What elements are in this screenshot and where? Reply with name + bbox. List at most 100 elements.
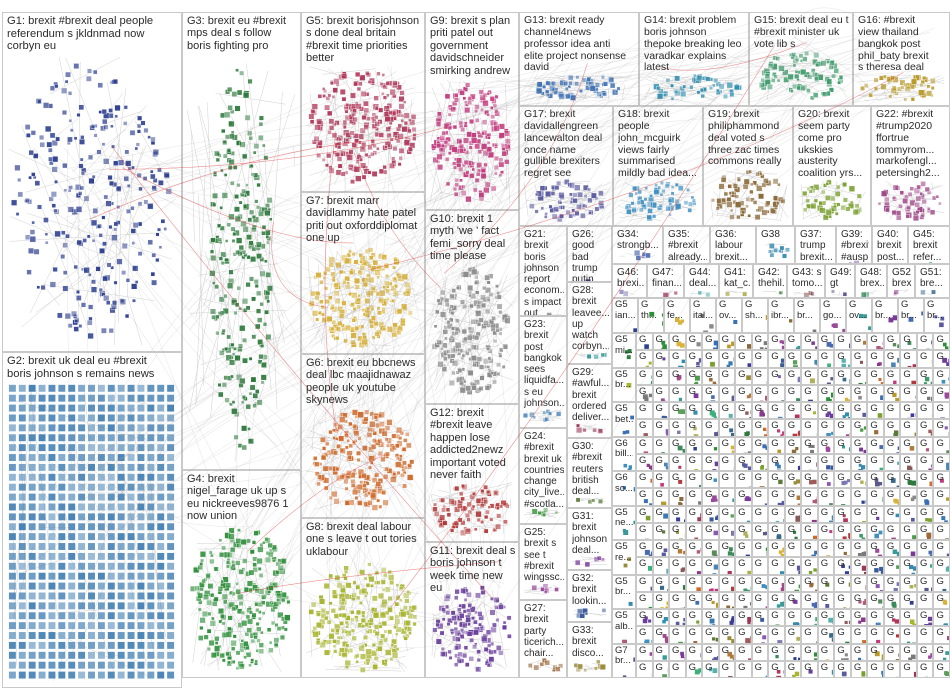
small-cluster: G — [850, 367, 868, 385]
node — [868, 326, 871, 331]
node — [93, 133, 98, 138]
small-cluster-label: G — [853, 352, 862, 363]
node — [67, 91, 73, 96]
node — [44, 240, 49, 245]
cluster-g36-label: G36: labour brexit... — [715, 229, 748, 263]
small-cluster-label: G br... — [797, 300, 813, 321]
small-cluster-label: G — [853, 369, 862, 380]
node — [47, 147, 53, 153]
small-cluster: G — [735, 384, 752, 402]
small-cluster: G5 mi... — [612, 333, 636, 368]
node — [622, 430, 627, 435]
node — [40, 285, 46, 291]
cluster-g47-label: G47: finan... — [652, 267, 681, 290]
edge — [46, 289, 60, 306]
node — [661, 313, 663, 317]
small-cluster: G — [801, 367, 818, 385]
node — [62, 270, 68, 275]
small-cluster: G br... — [924, 298, 950, 333]
node — [83, 195, 90, 202]
node — [54, 230, 61, 238]
node — [69, 128, 74, 133]
node — [913, 348, 916, 350]
small-cluster-label: G — [820, 369, 829, 380]
node — [88, 304, 94, 310]
node — [34, 180, 41, 186]
small-cluster: G5 bet... — [612, 402, 636, 437]
cluster-g21-label: G21: brexit boris johnson report econom.… — [524, 229, 564, 316]
node — [92, 69, 98, 75]
cluster-g10-label: G10: brexit 1 myth 'we ' fact femi_sorry… — [430, 213, 506, 263]
node — [782, 345, 784, 350]
cluster-g52-label: G52 brex... — [892, 267, 912, 290]
node — [814, 360, 817, 365]
small-cluster: G — [801, 384, 818, 402]
small-cluster: G — [768, 367, 785, 385]
node — [49, 132, 56, 139]
small-cluster: G5 alb... — [612, 609, 636, 644]
node — [62, 242, 68, 248]
small-cluster: G — [916, 333, 934, 351]
small-cluster-label: G ital... — [693, 300, 713, 321]
small-cluster-label: G — [738, 369, 746, 380]
small-cluster: G — [768, 333, 785, 351]
node — [106, 300, 111, 305]
node — [650, 383, 652, 384]
node — [86, 234, 91, 239]
cluster-g17-label: G17: brexit davidallengreen lancewalton … — [524, 109, 603, 180]
small-cluster: G — [751, 333, 769, 351]
small-cluster-label: G — [672, 369, 680, 380]
cluster-g31-label: G31: brexit johnson deal... — [572, 511, 608, 556]
small-cluster: G fe... — [664, 298, 690, 333]
small-cluster: G — [817, 350, 835, 368]
small-cluster: G — [784, 384, 802, 402]
node — [808, 399, 814, 401]
node — [80, 302, 87, 308]
cluster-g22-label: G22: #brexit #trump2020 ffortrue tommyro… — [876, 109, 940, 180]
node — [14, 164, 21, 171]
node — [892, 380, 897, 384]
node — [36, 285, 41, 289]
small-cluster-label: G — [721, 352, 730, 363]
small-cluster-label: G5 re... — [615, 542, 632, 563]
node — [61, 110, 67, 116]
node — [68, 119, 73, 123]
small-cluster-label: G — [672, 352, 680, 363]
small-cluster-label: G — [837, 335, 845, 345]
small-cluster: G — [916, 350, 934, 368]
node — [39, 142, 45, 148]
node — [55, 136, 60, 142]
cluster-g29-label: G29: #awful... brexit ordered deliver... — [572, 367, 609, 424]
node — [678, 397, 683, 401]
edge — [21, 256, 105, 328]
cluster-g46-label: G46: brexi... — [617, 267, 644, 290]
node — [766, 380, 768, 384]
cluster-g21: G21: brexit boris johnson report econom.… — [519, 226, 567, 316]
small-cluster-label: G go... — [823, 300, 842, 321]
small-cluster-label: G — [804, 352, 812, 363]
edge — [55, 118, 79, 138]
node — [48, 156, 53, 162]
small-cluster-label: G — [754, 335, 763, 345]
small-cluster: G — [652, 384, 670, 402]
node — [911, 380, 916, 384]
node — [796, 348, 800, 350]
small-cluster: G ital... — [690, 298, 716, 333]
node — [797, 399, 801, 401]
node — [826, 382, 831, 384]
cluster-g26: G26: good bad trump putin donald... — [567, 226, 612, 282]
node — [51, 166, 58, 173]
node — [67, 206, 74, 213]
small-cluster: G — [652, 333, 670, 351]
cluster-g18-label: G18: brexit people john_mcguirk views fa… — [618, 109, 697, 180]
cluster-g5-label: G5: brexit borisjohnson s done deal brit… — [306, 15, 420, 65]
cluster-g39: G39: #brexit #ausp... — [836, 226, 872, 264]
cluster-g27-label: G27: brexit party ticerich... chair... — [524, 603, 564, 660]
small-cluster: G go... — [820, 298, 846, 333]
node — [73, 136, 78, 141]
node — [812, 329, 817, 332]
small-cluster-label: G — [919, 369, 928, 380]
edge — [41, 206, 91, 333]
small-cluster: G — [718, 367, 736, 385]
node — [921, 311, 923, 316]
